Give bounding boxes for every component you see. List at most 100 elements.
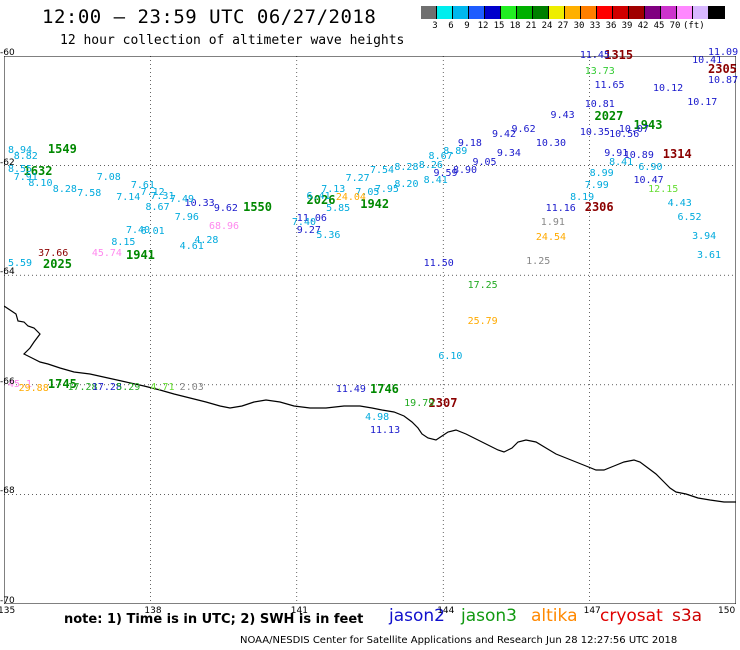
wave-height-label: 8.19: [570, 192, 595, 204]
wave-height-label: 8.20: [394, 178, 419, 190]
wave-height-label: 9.62: [213, 203, 238, 215]
lon-tick-label: 135: [0, 606, 16, 616]
wave-height-label: 10.17: [687, 96, 718, 108]
wave-height-label: 9.62: [511, 123, 536, 135]
wave-height-label: 11.09: [708, 47, 739, 59]
page-subtitle: 12 hour collection of altimeter wave hei…: [60, 33, 405, 48]
wave-height-label: 3.94: [692, 230, 717, 242]
wave-height-label: 8.94: [8, 145, 33, 157]
scale-label: 12: [477, 21, 489, 31]
wave-height-label: 7.40: [126, 225, 151, 237]
lon-tick-label: 144: [437, 606, 455, 616]
wave-height-label: 7.12: [140, 187, 165, 198]
wave-height-label: 10.35: [579, 126, 610, 138]
scale-swatch: [597, 6, 613, 19]
wave-height-label: 2.03: [179, 381, 204, 393]
credit-line: NOAA/NESDIS Center for Satellite Applica…: [240, 635, 678, 646]
wave-height-label: 10.07: [618, 123, 649, 135]
scale-swatch: [437, 6, 453, 19]
page-title: 12:00 – 23:59 UTC 06/27/2018: [42, 6, 377, 28]
wave-height-label: 9.59: [433, 167, 458, 179]
wave-height-label: 8.41: [423, 174, 448, 186]
wave-height-label: 7.05: [355, 187, 380, 198]
scale-swatch: [421, 6, 437, 19]
wave-height-label: 68.96: [208, 220, 240, 232]
wave-height-label: 12.15: [648, 184, 679, 196]
pass-time-label: 1314: [662, 146, 692, 161]
wave-height-label: 4.43: [667, 197, 692, 209]
wave-height-label: 17.28: [91, 381, 122, 393]
map-frame: [4, 56, 736, 604]
wave-height-label: 8.90: [452, 165, 478, 177]
scale-swatch: [613, 6, 629, 19]
scale-swatch: [709, 6, 725, 19]
wave-height-label: 4.28: [194, 234, 219, 246]
wave-height-label: 9.91: [604, 147, 629, 159]
lat-tick-label: -68: [0, 486, 15, 497]
wave-height-label: 7.13: [321, 183, 346, 195]
pass-time-label: 1942: [360, 197, 390, 212]
wave-height-label: 7.99: [584, 180, 609, 192]
pass-time-label: 1941: [126, 248, 155, 263]
wave-height-label: 7.61: [130, 180, 155, 192]
wave-height-label: 4.98: [365, 411, 390, 423]
lon-tick-label: 150: [718, 606, 736, 616]
wave-height-label: 8.28: [394, 162, 419, 174]
wave-height-label: 8.15: [111, 237, 136, 249]
lon-tick-label: 138: [144, 606, 162, 616]
wave-height-label: 1.25: [526, 255, 551, 267]
wave-height-label: 5.85: [326, 203, 351, 215]
wave-height-label: 8.26: [418, 159, 443, 171]
lat-tick-label: -66: [0, 376, 15, 387]
wave-height-label: 10.81: [584, 99, 615, 111]
color-scale-bar: [421, 6, 725, 19]
wave-height-label: 11.13: [370, 425, 401, 437]
wave-height-label: 5.36: [316, 229, 341, 241]
scale-label: 33: [589, 21, 601, 31]
scale-label: 36: [605, 21, 617, 31]
lat-tick-label: -62: [0, 157, 15, 168]
scale-swatch: [645, 6, 661, 19]
scale-label: 24: [541, 21, 553, 31]
wave-height-label: 10.33: [184, 197, 215, 209]
wave-height-label: 11.06: [296, 212, 327, 224]
scale-swatch: [501, 6, 517, 19]
scale-swatch: [677, 6, 693, 19]
legend-s3a: s3a: [672, 606, 703, 626]
wave-height-label: 10.87: [708, 74, 739, 86]
wave-height-label: 10.56: [609, 129, 640, 141]
wave-height-label: 6.10: [438, 351, 463, 363]
scale-label: 70: [669, 21, 681, 31]
lon-tick-label: 141: [290, 606, 308, 616]
wave-height-label: 17.28: [67, 381, 98, 393]
wave-height-label: 8.89: [443, 145, 468, 157]
wave-height-label: 8.82: [13, 151, 38, 163]
legend-altika: altika: [531, 606, 578, 626]
wave-height-label: 24.04: [335, 192, 366, 204]
scale-label: 30: [573, 21, 585, 31]
pass-time-label: 2026: [306, 193, 336, 208]
scale-swatch: [693, 6, 709, 19]
wave-height-label: 11.49: [335, 384, 366, 396]
wave-height-label: 8.10: [28, 178, 53, 190]
scale-swatch: [581, 6, 597, 19]
scale-label: 18: [509, 21, 521, 31]
wave-height-label: 1.91: [540, 217, 565, 229]
wave-height-label: 45.74: [91, 248, 122, 260]
scale-label: 21: [525, 21, 537, 31]
wave-height-label: 7.27: [345, 172, 370, 184]
pass-time-label: 1632: [23, 164, 53, 179]
pass-time-label: 2305: [708, 61, 737, 76]
legend-jason3: jason3: [461, 606, 517, 626]
pass-time-label: 2025: [43, 257, 72, 272]
wave-height-label: 7.91: [13, 172, 38, 184]
wave-height-label: 6.41: [306, 191, 331, 203]
scale-label: 27: [557, 21, 569, 31]
scale-swatch: [533, 6, 549, 19]
wave-height-label: 8.28: [52, 183, 77, 195]
pass-time-label: 1550: [243, 200, 273, 215]
scale-swatch: [629, 6, 645, 19]
map-grid: [4, 56, 736, 604]
scale-label: 9: [464, 21, 470, 31]
lon-tick-label: 147: [583, 606, 601, 616]
